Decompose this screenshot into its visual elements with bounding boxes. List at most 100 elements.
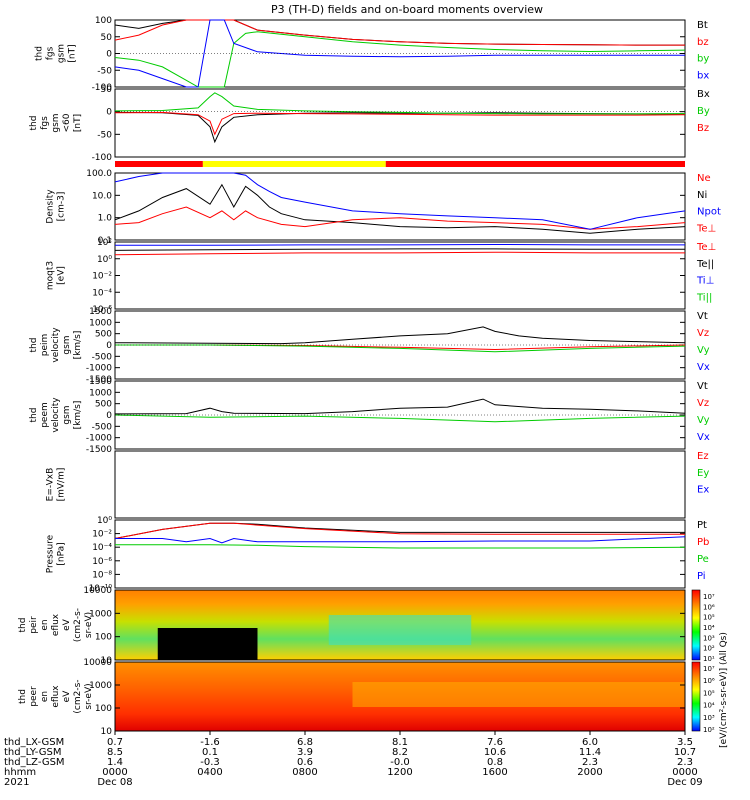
x-tick-label: 0000	[102, 767, 127, 778]
mode-bar	[115, 161, 685, 167]
y-tick-label: -50	[97, 66, 112, 76]
x-tick-label: -0.3	[200, 757, 220, 768]
legend-entry: Te⊥	[696, 223, 716, 234]
y-tick-label: 10⁻⁴	[92, 543, 112, 553]
legend-entry: Pt	[697, 520, 707, 531]
y-axis-label: (cm2-s-	[73, 679, 83, 713]
x-tick-label: -1.6	[200, 737, 220, 748]
series-line-bx	[114, 19, 685, 88]
panel-peir_spectrogram: 10⁷ 10⁶ 10⁵ 10⁴ 10³ 10² 10¹ 10000 1000 100 10 thd pe…	[18, 586, 715, 666]
y-axis-label: moqt3	[46, 261, 56, 290]
x-tick-label: 8.5	[107, 747, 123, 758]
x-tick-label: 0400	[197, 767, 222, 778]
legend-entry: Pe	[697, 554, 709, 565]
legend-entry: bx	[697, 70, 709, 81]
legend-entry: Vx	[697, 362, 710, 373]
colorbar-tick-label: 10²	[703, 645, 715, 653]
x-tick-label: 10.6	[484, 747, 506, 758]
x-tick-label: 0800	[292, 767, 317, 778]
y-axis-label: Density	[46, 189, 56, 224]
y-axis-label: en	[40, 619, 50, 630]
colorbar-tick-label: 10⁶	[703, 677, 715, 685]
colorbar-tick-label: 10³	[703, 714, 715, 722]
series-line-vy	[114, 414, 686, 423]
panel-frame	[114, 589, 686, 661]
y-tick-label: 10	[101, 727, 113, 737]
y-tick-label: 10.0	[92, 191, 112, 201]
y-tick-label: 1000	[89, 681, 112, 691]
y-tick-label: 1000	[89, 609, 112, 619]
legend-entry: By	[697, 106, 710, 117]
y-tick-label: 100.0	[86, 169, 112, 179]
series-line-by	[114, 92, 686, 115]
x-axis-row-label: thd_LX-GSM	[4, 737, 64, 748]
x-tick-label: 11.4	[579, 747, 601, 758]
x-tick-label: -0.0	[390, 757, 410, 768]
x-tick-label: 7.6	[487, 737, 503, 748]
y-axis-label: <60	[62, 113, 72, 132]
x-axis-row-label: 2021	[4, 777, 29, 788]
y-tick-label: -50	[97, 130, 112, 140]
y-tick-label: 10⁻²	[92, 272, 112, 282]
y-tick-label: 0	[106, 108, 112, 118]
colorbar-tick-label: 10³	[703, 634, 715, 642]
y-axis-label: velocity	[51, 327, 61, 363]
y-axis-label: sr-eV)	[84, 683, 94, 709]
y-axis-label: gsm	[62, 335, 72, 354]
y-tick-label: 0	[106, 411, 112, 421]
x-tick-label: 8.1	[392, 737, 408, 748]
y-tick-label: 1000	[89, 318, 112, 328]
y-tick-label: 10⁻⁶	[92, 557, 112, 567]
x-tick-label: Dec 08	[97, 777, 132, 788]
panel-frame	[114, 241, 686, 310]
legend-entry: Ni	[697, 190, 707, 201]
legend-entry: Pi	[697, 571, 706, 582]
y-tick-label: -1500	[86, 375, 112, 385]
y-tick-label: 0	[106, 50, 112, 60]
series-line-te	[114, 251, 685, 256]
y-tick-label: 10	[101, 656, 113, 666]
panel-pressure: 10⁰ 10⁻² 10⁻⁴ 10⁻⁶ 10⁻⁸ 10⁻¹⁰ Pressure [nPa] Pt P…	[46, 516, 710, 594]
legend-entry: Vy	[697, 415, 710, 426]
legend-entry: Ne	[697, 173, 711, 184]
panel-efield: E=-VxB [mV/m] Ez Ey Ex	[46, 450, 709, 519]
x-tick-label: 2.3	[582, 757, 598, 768]
y-axis-label: peem	[40, 402, 50, 428]
spectrogram-dropout	[157, 628, 258, 660]
y-tick-label: 500	[95, 400, 112, 410]
x-tick-label: 6.8	[297, 737, 313, 748]
y-tick-label: 50	[101, 85, 113, 95]
y-tick-label: 10⁻¹⁰	[89, 584, 113, 594]
colorbar-tick-label: 10²	[703, 726, 715, 734]
series-line-ne	[114, 206, 686, 230]
y-axis-label: gsm	[57, 44, 67, 63]
legend-entry: Te||	[696, 259, 714, 270]
y-tick-label: 10000	[83, 658, 112, 668]
panel-frame	[114, 172, 686, 241]
colorbar: 10⁷ 10⁶ 10⁵ 10⁴ 10³ 10²	[691, 661, 715, 734]
legend-entry: by	[697, 54, 709, 65]
y-axis-label: [nT]	[73, 114, 83, 132]
x-tick-label: 3.5	[677, 737, 693, 748]
series-line-vt	[114, 326, 686, 345]
legend-entry: Te⊥	[696, 242, 716, 253]
y-axis-label: en	[40, 691, 50, 702]
y-tick-label: -100	[92, 83, 113, 93]
y-tick-label: 1500	[89, 307, 112, 317]
mode-bar-segment	[115, 161, 203, 167]
series-line-bx	[114, 111, 685, 144]
x-tick-label: 0000	[672, 767, 697, 778]
y-axis-label: peer	[29, 686, 39, 707]
y-tick-label: 1000	[89, 388, 112, 398]
y-tick-label: 1500	[89, 377, 112, 387]
y-tick-label: 10⁰	[97, 255, 112, 265]
y-tick-label: -500	[92, 422, 113, 432]
colorbar-tick-label: 10⁵	[703, 614, 715, 622]
y-axis-label: [cm-3]	[57, 192, 67, 222]
series-line-bz	[114, 19, 685, 46]
colorbar-tick-label: 10⁴	[703, 702, 715, 710]
legend-entry: Vz	[697, 328, 709, 339]
panel-frame	[114, 450, 686, 519]
